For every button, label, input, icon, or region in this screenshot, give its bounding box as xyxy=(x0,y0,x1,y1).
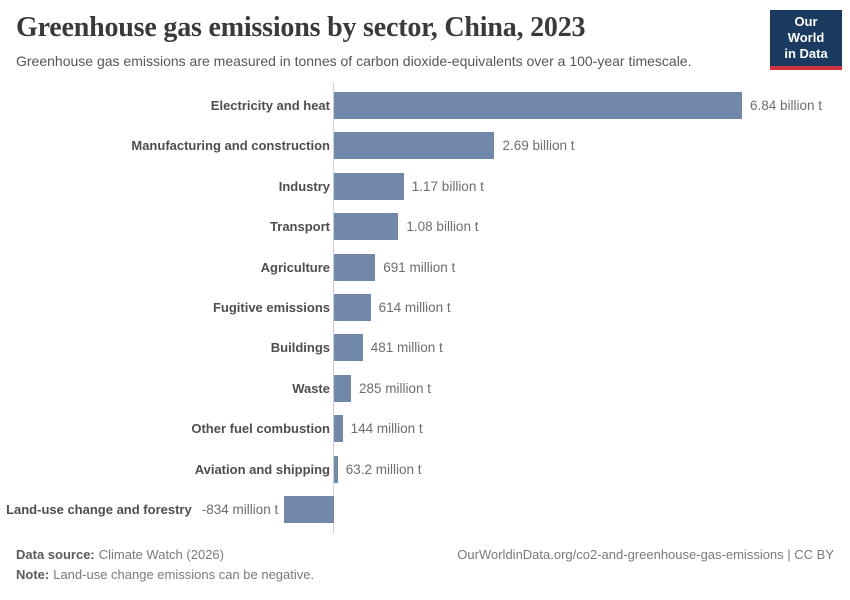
page-subtitle: Greenhouse gas emissions are measured in… xyxy=(16,53,692,69)
bar[interactable] xyxy=(334,455,338,483)
value-label: 1.08 billion t xyxy=(406,219,479,235)
footer-source-label: Data source: xyxy=(16,547,95,562)
category-label: Buildings xyxy=(270,340,330,356)
footer-source: Data source: Climate Watch (2026) xyxy=(16,547,224,562)
bar-row: Waste 285 million t xyxy=(0,374,850,402)
footer-note-value: Land-use change emissions can be negativ… xyxy=(53,567,315,582)
footer-note-label: Note: xyxy=(16,567,50,582)
value-label: 144 million t xyxy=(350,421,423,437)
category-label: Aviation and shipping xyxy=(194,461,330,477)
bar-row: Electricity and heat 6.84 billion t xyxy=(0,92,850,119)
bar[interactable] xyxy=(334,374,351,402)
negative-row-labels: Land-use change and forestry -834 million… xyxy=(0,496,278,523)
bar[interactable] xyxy=(284,496,334,523)
bar-row: Transport 1.08 billion t xyxy=(0,213,850,241)
bar-row: Industry 1.17 billion t xyxy=(0,172,850,200)
value-label: 1.17 billion t xyxy=(411,178,484,194)
value-label: 285 million t xyxy=(359,380,432,396)
owid-logo-line1: Our World xyxy=(787,14,825,45)
value-label: 614 million t xyxy=(378,300,451,315)
bar-row: Fugitive emissions 614 million t xyxy=(0,294,850,321)
bar[interactable] xyxy=(334,172,404,200)
bar-row: Land-use change and forestry -834 million… xyxy=(0,496,850,523)
category-label: Transport xyxy=(270,219,330,235)
bar[interactable] xyxy=(334,253,376,281)
owid-logo[interactable]: Our World in Data xyxy=(770,10,842,70)
bar-row: Manufacturing and construction 2.69 billi… xyxy=(0,132,850,160)
value-label: 691 million t xyxy=(383,259,456,275)
bar[interactable] xyxy=(334,132,495,160)
value-label: -834 million t xyxy=(201,502,279,517)
category-label: Manufacturing and construction xyxy=(131,138,330,154)
value-label: 6.84 billion t xyxy=(750,98,823,113)
value-label: 63.2 million t xyxy=(345,461,422,477)
bar-row: Agriculture 691 million t xyxy=(0,253,850,281)
axis-zero-line xyxy=(333,82,334,534)
bar-row: Buildings 481 million t xyxy=(0,334,850,362)
bar[interactable] xyxy=(334,213,399,241)
category-label: Fugitive emissions xyxy=(212,300,330,315)
bar-row: Aviation and shipping 63.2 million t xyxy=(0,455,850,483)
category-label: Agriculture xyxy=(260,259,330,275)
category-label: Other fuel combustion xyxy=(191,421,330,437)
category-label: Electricity and heat xyxy=(210,98,330,113)
bar[interactable] xyxy=(334,294,371,321)
category-label: Waste xyxy=(292,380,330,396)
bar[interactable] xyxy=(334,415,343,443)
bar-row: Other fuel combustion 144 million t xyxy=(0,415,850,443)
footer-source-value: Climate Watch (2026) xyxy=(98,547,224,562)
category-label: Industry xyxy=(278,178,330,194)
footer-link[interactable]: OurWorldinData.org/co2-and-greenhouse-ga… xyxy=(457,547,834,562)
value-label: 2.69 billion t xyxy=(502,138,575,154)
category-label: Land-use change and forestry xyxy=(6,502,192,517)
bar[interactable] xyxy=(334,334,363,362)
bar[interactable] xyxy=(334,92,742,119)
page-title: Greenhouse gas emissions by sector, Chin… xyxy=(16,12,586,43)
value-label: 481 million t xyxy=(370,340,443,356)
owid-logo-line2: in Data xyxy=(784,46,828,61)
footer-note: Note: Land-use change emissions can be ne… xyxy=(16,567,314,582)
